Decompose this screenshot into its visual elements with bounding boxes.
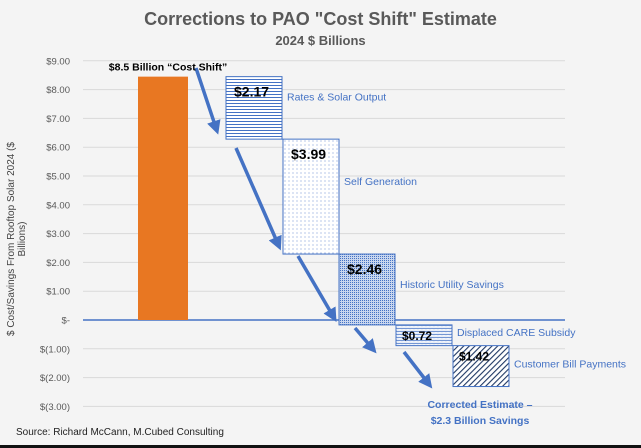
- arrow: [296, 255, 337, 323]
- y-tick-label: $(1.00): [40, 344, 70, 355]
- y-tick-label: $4.00: [46, 200, 70, 211]
- y-tick-label: $8.00: [46, 85, 70, 96]
- y-tick-label: $(2.00): [40, 373, 70, 384]
- data-label: $2.17: [234, 84, 269, 100]
- arrow: [194, 67, 221, 135]
- y-tick-label: $3.00: [46, 229, 70, 240]
- arrow: [353, 326, 377, 354]
- step-label: Displaced CARE Subsidy: [457, 327, 576, 339]
- bar-self-generation: [282, 138, 340, 255]
- chart-subtitle: 2024 $ Billions: [275, 33, 366, 48]
- arrow: [234, 147, 282, 251]
- step-label: Self Generation: [344, 176, 417, 188]
- bar-cost-shift: [138, 76, 188, 320]
- data-label: $0.72: [402, 329, 432, 343]
- y-tick-label: $(3.00): [40, 402, 70, 413]
- data-label: $3.99: [291, 146, 326, 162]
- result-annotation: $2.3 Billion Savings: [431, 415, 530, 427]
- y-tick-label: $9.00: [46, 56, 70, 67]
- step-label: Historic Utility Savings: [400, 279, 504, 291]
- bar-customer-bill-payments: [452, 345, 510, 388]
- data-label: $2.46: [347, 261, 382, 277]
- y-tick-label: $2.00: [46, 258, 70, 269]
- source-note: Source: Richard McCann, M.Cubed Consulti…: [16, 427, 224, 438]
- y-tick-label: $1.00: [46, 287, 70, 298]
- result-annotation: Corrected Estimate –: [427, 399, 532, 411]
- chart-title: Corrections to PAO "Cost Shift" Estimate: [144, 9, 497, 29]
- y-tick-label: $7.00: [46, 114, 70, 125]
- y-tick-label: $-: [62, 316, 70, 327]
- data-label: $1.42: [459, 350, 489, 364]
- bar-rates-solar-output: [225, 76, 283, 140]
- y-tick-label: $6.00: [46, 143, 70, 154]
- arrow: [402, 350, 433, 389]
- y-tick-label: $5.00: [46, 172, 70, 183]
- step-label: Customer Bill Payments: [514, 359, 626, 371]
- bottom-border: [0, 445, 641, 448]
- step-label: Rates & Solar Output: [287, 92, 386, 104]
- bar-historic-utility-savings: [338, 253, 396, 326]
- data-label-cost-shift: $8.5 Billion “Cost Shift”: [109, 62, 227, 74]
- bar-displaced-care-subsidy: [395, 324, 453, 347]
